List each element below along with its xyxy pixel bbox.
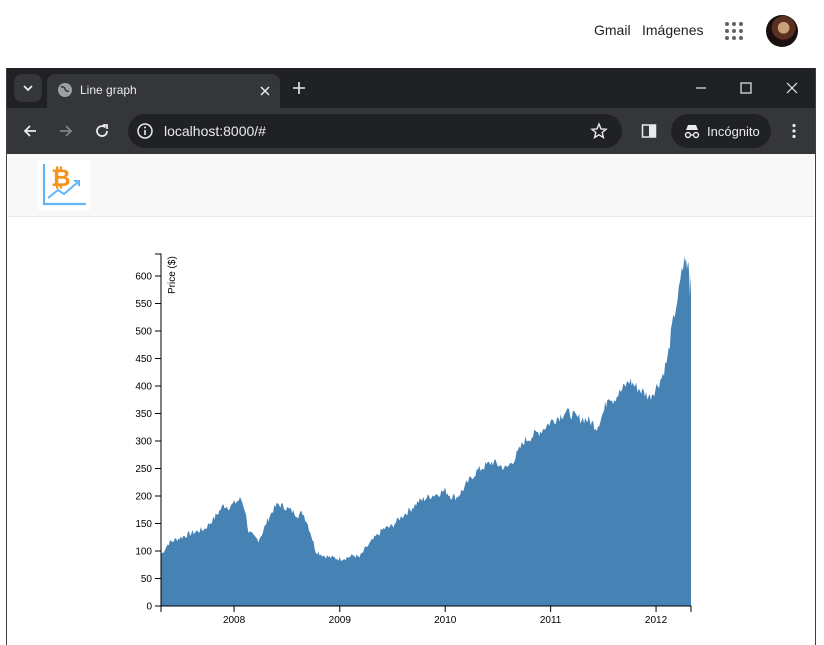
close-icon[interactable] [257, 83, 273, 99]
x-tick-label: 2012 [645, 615, 668, 626]
y-axis-title: Price ($) [167, 256, 178, 294]
svg-text:₿: ₿ [51, 164, 71, 192]
profile-avatar[interactable] [766, 15, 798, 47]
x-axis-domain [160, 605, 692, 612]
price-chart: 0 50 100 150 200 250 300 350 400 450 500 550 600 200… [135, 253, 692, 626]
back-arrow-icon[interactable] [21, 122, 39, 140]
y-tick-label: 500 [135, 327, 152, 338]
y-tick-label: 600 [135, 272, 152, 283]
maximize-icon[interactable] [738, 80, 754, 96]
site-navbar: ₿ [8, 154, 814, 217]
forward-arrow-icon[interactable] [57, 122, 75, 140]
y-tick-label: 50 [141, 574, 153, 585]
more-vert-icon[interactable] [785, 122, 803, 140]
y-axis-domain [155, 253, 162, 607]
x-tick-label: 2008 [223, 615, 246, 626]
y-tick-label: 200 [135, 492, 152, 503]
x-tick-label: 2011 [540, 615, 562, 626]
gmail-link[interactable]: Gmail [594, 22, 631, 38]
minimize-icon[interactable] [693, 80, 709, 96]
y-tick-label: 400 [135, 382, 152, 393]
y-tick-label: 0 [146, 602, 152, 613]
x-tick-label: 2010 [434, 615, 457, 626]
y-tick-label: 350 [135, 409, 152, 420]
window-close-icon[interactable] [784, 80, 800, 96]
y-tick-label: 550 [135, 299, 152, 310]
page-content: ₿ 0 50 100 150 200 250 300 350 400 450 500 550 600 2… [7, 154, 815, 645]
browser-window: Line graph [6, 68, 816, 645]
globe-icon [58, 83, 72, 97]
incognito-icon [684, 125, 700, 139]
y-tick-label: 300 [135, 437, 152, 448]
browser-toolbar: localhost:8000/# Incógnito [7, 108, 815, 154]
tab-search-button[interactable] [14, 74, 42, 102]
url-text[interactable]: localhost:8000/# [164, 123, 266, 139]
price-area [161, 255, 691, 606]
plus-icon[interactable] [290, 79, 308, 97]
y-axis: 0 50 100 150 200 250 300 350 400 450 500 550 600 [135, 253, 162, 613]
info-icon[interactable] [136, 122, 154, 140]
tab-title: Line graph [80, 83, 137, 97]
y-tick-label: 150 [135, 519, 152, 530]
incognito-indicator[interactable]: Incógnito [671, 114, 771, 148]
chevron-down-icon [23, 85, 33, 92]
side-panel-icon[interactable] [640, 122, 658, 140]
tab-line-graph[interactable]: Line graph [47, 74, 280, 108]
x-tick-label: 2009 [329, 615, 352, 626]
bitcoin-chart-logo-icon[interactable]: ₿ [38, 160, 90, 210]
x-axis: 2008 2009 2010 2011 2012 [160, 605, 692, 626]
y-tick-label: 250 [135, 464, 152, 475]
address-bar[interactable]: localhost:8000/# [128, 114, 622, 148]
star-icon[interactable] [590, 122, 608, 140]
images-link[interactable]: Imágenes [642, 22, 704, 38]
incognito-label: Incógnito [707, 124, 760, 139]
tab-strip: Line graph [7, 68, 815, 108]
google-header: Gmail Imágenes [0, 0, 824, 68]
apps-grid-icon[interactable] [724, 21, 744, 41]
y-tick-label: 450 [135, 354, 152, 365]
y-tick-label: 100 [135, 547, 152, 558]
reload-icon[interactable] [93, 122, 111, 140]
